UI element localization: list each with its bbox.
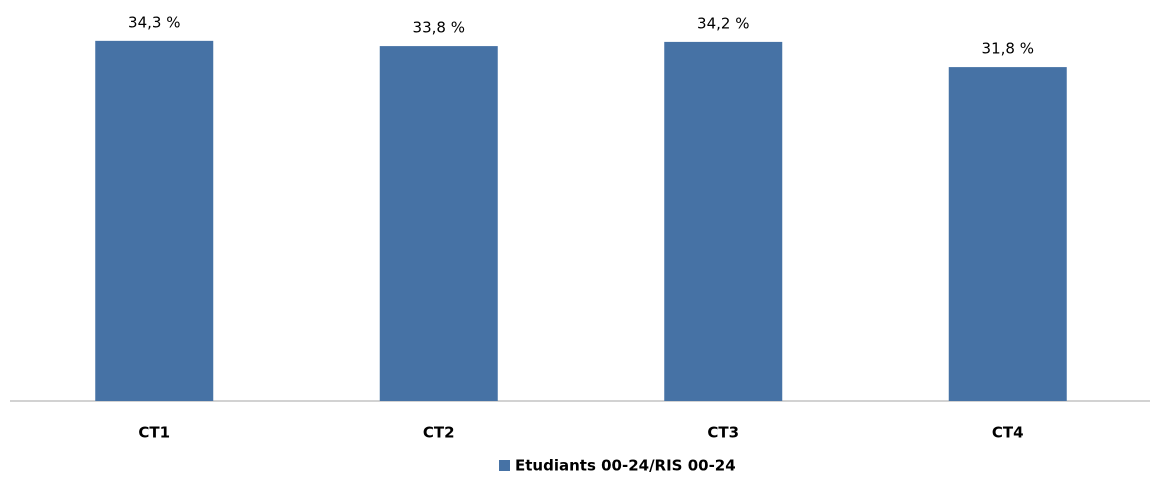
bar	[379, 46, 498, 401]
value-label: 34,2 %	[697, 14, 749, 32]
bar	[948, 67, 1067, 401]
value-label: 34,3 %	[128, 13, 180, 31]
x-tick-label: CT2	[423, 424, 455, 442]
bar	[95, 40, 214, 401]
legend-swatch	[499, 460, 510, 471]
legend-label: Etudiants 00-24/RIS 00-24	[515, 457, 736, 475]
bar	[664, 41, 783, 402]
x-tick-label: CT3	[707, 424, 739, 442]
x-tick-label: CT1	[138, 424, 170, 442]
value-label: 33,8 %	[413, 19, 465, 37]
x-tick-label: CT4	[992, 424, 1024, 442]
value-label: 31,8 %	[982, 40, 1034, 58]
